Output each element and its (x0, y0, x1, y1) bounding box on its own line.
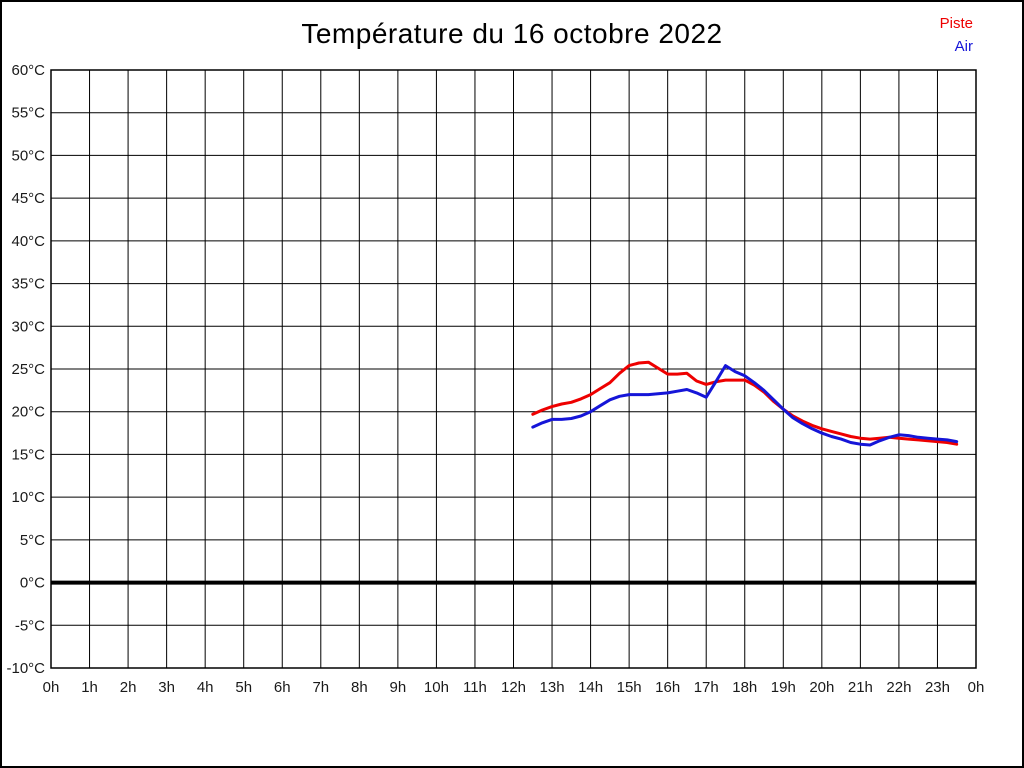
legend-label-air: Air (954, 38, 973, 55)
y-tick-label: 20°C (11, 404, 45, 421)
x-tick-label: 23h (925, 679, 950, 696)
legend-item-air: Air (940, 35, 973, 58)
legend-item-piste: Piste (940, 12, 973, 35)
y-tick-label: -5°C (15, 617, 45, 634)
x-tick-label: 7h (312, 679, 329, 696)
x-tick-label: 9h (390, 679, 407, 696)
x-tick-label: 0h (968, 679, 985, 696)
y-tick-label: 45°C (11, 190, 45, 207)
x-tick-label: 10h (424, 679, 449, 696)
x-tick-label: 18h (732, 679, 757, 696)
x-tick-label: 0h (43, 679, 60, 696)
x-tick-label: 17h (694, 679, 719, 696)
y-tick-label: 40°C (11, 233, 45, 250)
x-tick-label: 4h (197, 679, 214, 696)
x-tick-label: 20h (809, 679, 834, 696)
x-tick-label: 8h (351, 679, 368, 696)
chart-title: Température du 16 octobre 2022 (301, 18, 723, 49)
y-tick-label: 60°C (11, 62, 45, 79)
x-tick-label: 12h (501, 679, 526, 696)
y-tick-label: 30°C (11, 318, 45, 335)
series-line-air (531, 364, 959, 447)
y-tick-label: 15°C (11, 446, 45, 463)
x-tick-label: 21h (848, 679, 873, 696)
x-tick-label: 19h (771, 679, 796, 696)
plot-border (50, 69, 977, 669)
x-tick-label: 6h (274, 679, 291, 696)
x-tick-label: 15h (617, 679, 642, 696)
y-tick-label: 35°C (11, 276, 45, 293)
y-tick-label: 5°C (20, 532, 45, 549)
legend-label-piste: Piste (939, 15, 973, 32)
y-tick-label: 25°C (11, 361, 45, 378)
y-tick-label: 55°C (11, 105, 45, 122)
x-tick-label: 5h (235, 679, 252, 696)
y-tick-label: 10°C (11, 489, 45, 506)
x-tick-label: 11h (463, 679, 487, 696)
y-tick-label: -10°C (6, 660, 45, 677)
x-tick-label: 16h (655, 679, 680, 696)
x-tick-label: 1h (81, 679, 98, 696)
x-tick-label: 13h (540, 679, 565, 696)
y-tick-label: 50°C (11, 147, 45, 164)
x-tick-label: 14h (578, 679, 603, 696)
x-tick-label: 22h (886, 679, 911, 696)
legend: Piste Air (940, 12, 973, 58)
x-tick-label: 3h (158, 679, 175, 696)
y-tick-label: 0°C (20, 575, 45, 592)
x-tick-label: 2h (120, 679, 137, 696)
